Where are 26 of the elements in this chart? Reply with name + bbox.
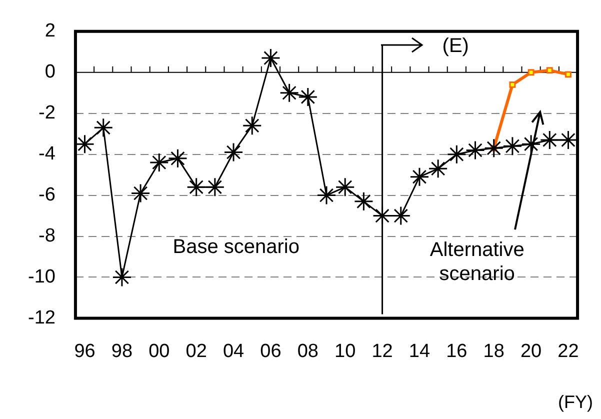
- x-tick-label: 98: [111, 340, 133, 362]
- y-tick-label: -8: [38, 225, 56, 246]
- x-tick-label: 08: [297, 340, 318, 362]
- x-tick-label: 06: [260, 340, 282, 362]
- annotation: Alternative scenario: [430, 238, 524, 286]
- y-tick-label: -6: [38, 184, 56, 206]
- x-tick-label: 02: [186, 340, 207, 362]
- y-tick-label: 0: [44, 62, 56, 83]
- x-tick-label: 22: [558, 340, 579, 362]
- x-tick-label: 96: [74, 340, 96, 362]
- y-tick-label: 2: [44, 20, 56, 42]
- x-tick-label: 20: [520, 340, 542, 362]
- y-tick-label: -12: [28, 307, 56, 328]
- annotation: Base scenario: [172, 235, 300, 260]
- x-tick-label: 00: [148, 340, 170, 362]
- x-tick-label: 12: [372, 340, 393, 362]
- x-tick-label: 04: [222, 340, 245, 362]
- y-tick-label: -10: [28, 266, 56, 288]
- x-tick-label: 18: [483, 340, 504, 362]
- x-axis-title: (FY): [558, 392, 593, 413]
- y-tick-label: -2: [38, 102, 56, 124]
- x-tick-label: 16: [446, 340, 468, 362]
- x-tick-label: 14: [408, 340, 430, 362]
- y-tick-label: -4: [38, 144, 56, 165]
- ref-line-label: (E): [442, 34, 469, 57]
- x-tick-label: 10: [334, 340, 356, 362]
